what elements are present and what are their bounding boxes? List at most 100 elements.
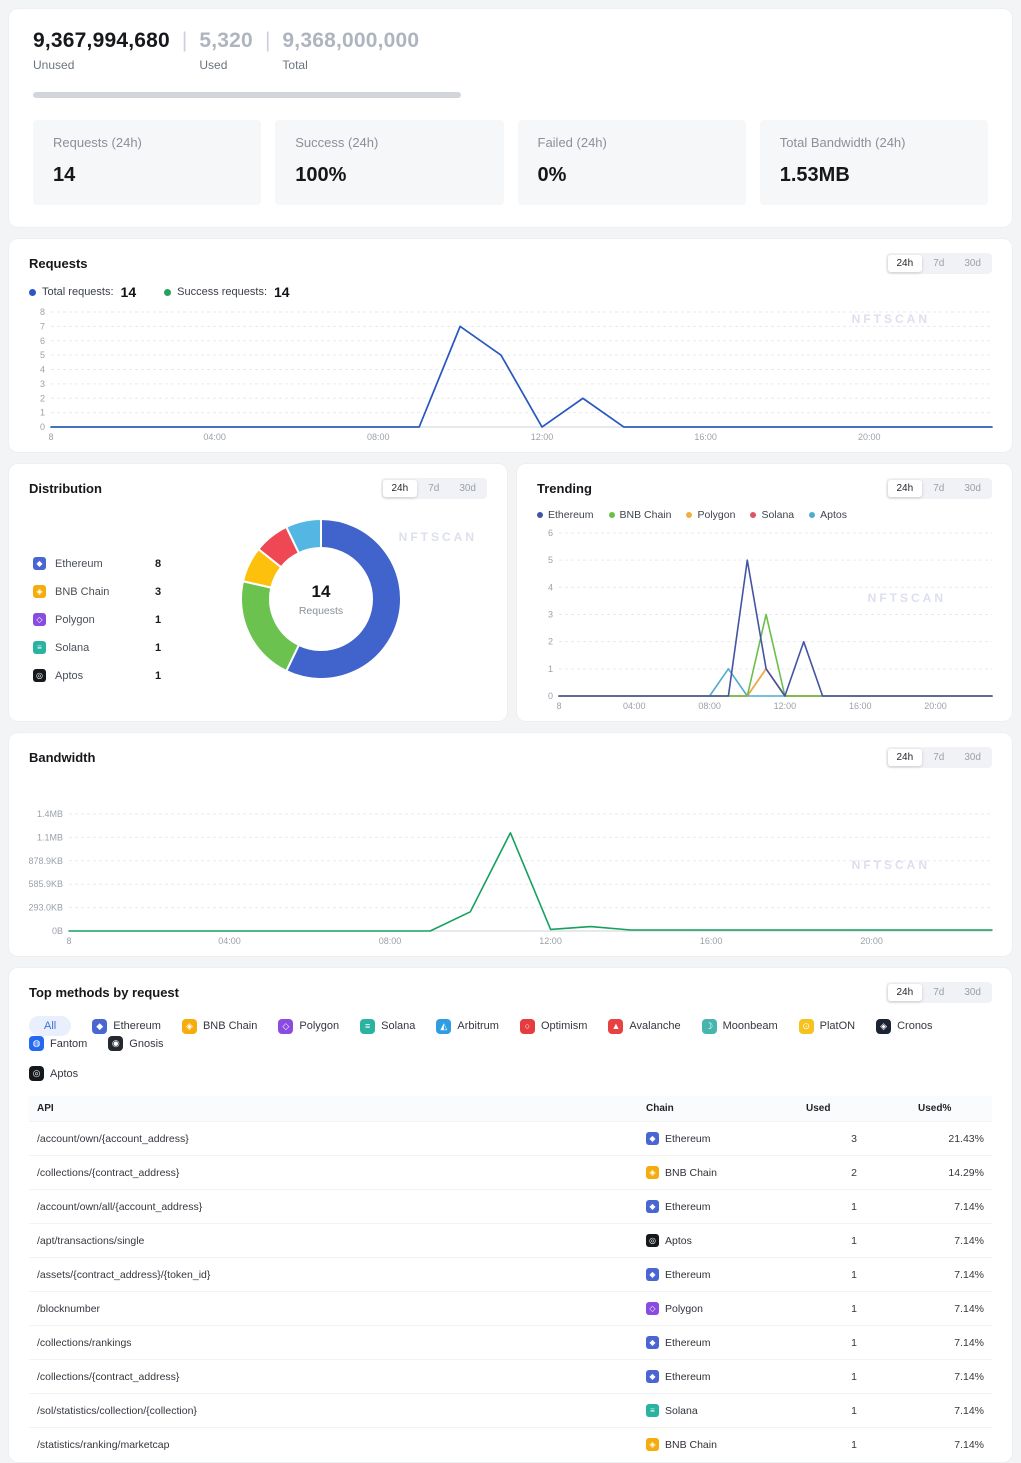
tab-24h[interactable]: 24h [382, 480, 418, 497]
usage-progress-fill [33, 92, 461, 98]
trending-chart-svg: 0 1 2 3 4 5 6 8 04:00 08:00 12:00 16:00 20:00 [548, 528, 993, 711]
chip-platon[interactable]: ⊙ PlatON [798, 1018, 855, 1034]
chip-moonbeam[interactable]: ☽ Moonbeam [701, 1018, 778, 1034]
aptos-icon: ◎ [29, 1066, 44, 1081]
chain-name: Ethereum [55, 557, 103, 570]
chip-avalanche[interactable]: ▲ Avalanche [608, 1018, 681, 1034]
chip-all[interactable]: All [29, 1016, 72, 1036]
stat-card-label: Requests (24h) [53, 135, 142, 150]
svg-text:04:00: 04:00 [623, 701, 646, 711]
aptos-icon: ◎ [646, 1234, 659, 1247]
tab-30d[interactable]: 30d [955, 480, 990, 497]
distribution-card: Distribution 24h 7d 30d ◆ Ethereum 8 ◈ BNB Cha… [8, 463, 508, 722]
api-cell: /account/own/all/{account_address} [29, 1189, 638, 1224]
svg-text:8: 8 [48, 432, 53, 442]
distribution-legend-item-ethereum: ◆ Ethereum 8 [33, 557, 173, 570]
svg-text:16:00: 16:00 [849, 701, 872, 711]
api-cell: /statistics/ranking/marketcap [29, 1427, 638, 1462]
chip-solana[interactable]: ≡ Solana [360, 1018, 415, 1034]
tab-30d[interactable]: 30d [450, 480, 485, 497]
svg-text:20:00: 20:00 [860, 936, 883, 946]
stat-card-total-bandwidth-24h-: Total Bandwidth (24h) 1.53MB [759, 120, 988, 205]
tab-24h[interactable]: 24h [887, 984, 923, 1001]
ethereum-icon: ◆ [646, 1132, 659, 1145]
tab-7d[interactable]: 7d [924, 749, 953, 766]
table-row: /sol/statistics/collection/{collection} ≡… [29, 1393, 992, 1428]
svg-text:8: 8 [40, 307, 45, 317]
bandwidth-card: Bandwidth 24h 7d 30d 0B 293.0KB 585.9KB 878.9… [8, 732, 1013, 957]
stat-card-failed-24h-: Failed (24h) 0% [517, 120, 746, 205]
distribution-legend: ◆ Ethereum 8 ◈ BNB Chain 3 ◇ Polygon 1 ≡ Solana 1 ◎ A… [33, 557, 173, 697]
chip-cronos[interactable]: ◈ Cronos [876, 1018, 933, 1034]
requests-title: Requests [29, 256, 88, 271]
chain-cell: ◈ BNB Chain [638, 1427, 798, 1462]
chip-polygon[interactable]: ◇ Polygon [278, 1018, 340, 1034]
bandwidth-title: Bandwidth [29, 750, 96, 765]
stat-card-requests-24h-: Requests (24h) 14 [33, 120, 262, 205]
used-cell: 2 [798, 1155, 910, 1190]
api-cell: /collections/rankings [29, 1325, 638, 1360]
tab-24h[interactable]: 24h [887, 749, 923, 766]
svg-text:0B: 0B [52, 926, 63, 936]
used-pct-cell: 7.14% [910, 1189, 992, 1224]
tab-24h[interactable]: 24h [887, 480, 923, 497]
chain-cell: ◆ Ethereum [638, 1121, 798, 1156]
tab-7d[interactable]: 7d [924, 984, 953, 1001]
chain-chip: ≡ Solana [646, 1404, 790, 1417]
solana-icon: ≡ [360, 1018, 376, 1034]
svg-text:20:00: 20:00 [924, 701, 947, 711]
chain-name: Polygon [55, 613, 95, 626]
used-pct-cell: 7.14% [910, 1393, 992, 1428]
used-pct-cell: 7.14% [910, 1257, 992, 1292]
svg-text:1: 1 [40, 408, 45, 418]
tab-30d[interactable]: 30d [955, 255, 990, 272]
tab-7d[interactable]: 7d [924, 480, 953, 497]
chain-name: Aptos [55, 669, 84, 682]
distribution-legend-item-solana: ≡ Solana 1 [33, 641, 173, 654]
chip-label: All [44, 1020, 57, 1032]
requests-legend: Total requests: 14 Success requests: 14 [9, 274, 1012, 300]
moonbeam-icon: ☽ [701, 1018, 717, 1034]
polygon-icon: ◇ [33, 613, 46, 626]
chain-name: Ethereum [665, 1370, 711, 1383]
chain-name: Ethereum [665, 1268, 711, 1281]
svg-text:12:00: 12:00 [539, 936, 562, 946]
total-label: Total [282, 58, 308, 72]
tab-30d[interactable]: 30d [955, 749, 990, 766]
legend-dot-icon [537, 512, 543, 518]
legend-dot-icon [164, 288, 172, 296]
tab-30d[interactable]: 30d [955, 984, 990, 1001]
chip-arbitrum[interactable]: ◭ Arbitrum [436, 1018, 499, 1034]
table-row: /collections/rankings ◆ Ethereum 1 7.14% [29, 1325, 992, 1360]
svg-text:08:00: 08:00 [367, 432, 390, 442]
api-cell: /assets/{contract_address}/{token_id} [29, 1257, 638, 1292]
chip-optimism[interactable]: ○ Optimism [519, 1018, 588, 1034]
tab-7d[interactable]: 7d [419, 480, 448, 497]
tab-7d[interactable]: 7d [924, 255, 953, 272]
optimism-icon: ○ [519, 1018, 535, 1034]
chain-chip: ◇ Polygon [646, 1302, 790, 1315]
stat-cards-row: Requests (24h) 14 Success (24h) 100% Failed … [33, 120, 988, 205]
chip-label: Ethereum [113, 1020, 161, 1032]
chip-label: Polygon [299, 1020, 340, 1032]
used-pct-cell: 7.14% [910, 1291, 992, 1326]
chip-ethereum[interactable]: ◆ Ethereum [92, 1018, 161, 1034]
tab-24h[interactable]: 24h [887, 255, 923, 272]
distribution-title: Distribution [29, 481, 102, 496]
bandwidth-chart-svg: 0B 293.0KB 585.9KB 878.9KB 1.1MB 1.4MB 8 04:00 0… [28, 809, 993, 946]
chip-label: Gnosis [129, 1037, 164, 1050]
chain-name: Solana [55, 641, 90, 654]
chain-name: Ethereum [665, 1336, 711, 1349]
chip-gnosis[interactable]: ◉ Gnosis [108, 1036, 164, 1051]
chip-label: Cronos [897, 1020, 933, 1032]
used-cell: 1 [798, 1189, 910, 1224]
bnb-chain-icon: ◈ [33, 585, 46, 598]
chip-label: Optimism [540, 1020, 588, 1032]
legend-dot-icon [608, 512, 615, 518]
legend-dot-icon [809, 512, 816, 518]
chain-name: BNB Chain [665, 1166, 717, 1179]
chip-fantom[interactable]: ◍ Fantom [29, 1036, 87, 1051]
chip-bnb-chain[interactable]: ◈ BNB Chain [181, 1018, 257, 1034]
chip-aptos[interactable]: ◎ Aptos [29, 1066, 78, 1081]
api-cell: /blocknumber [29, 1291, 638, 1326]
